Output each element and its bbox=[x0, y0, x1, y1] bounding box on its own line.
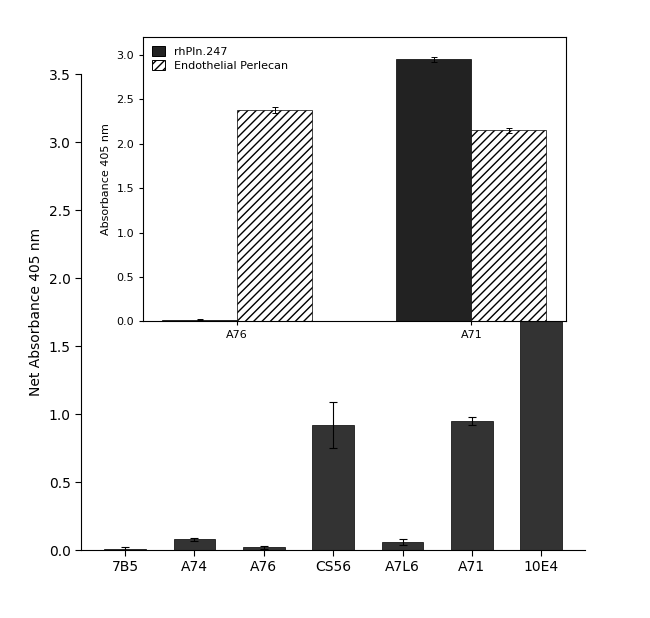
Bar bbox=[104, 549, 146, 550]
Bar bbox=[382, 542, 423, 550]
Bar bbox=[396, 59, 471, 321]
Legend: rhPln.247, Endothelial Perlecan: rhPln.247, Endothelial Perlecan bbox=[149, 43, 292, 74]
Bar bbox=[471, 130, 546, 321]
Bar bbox=[237, 110, 312, 321]
Bar bbox=[451, 421, 493, 550]
Bar bbox=[174, 539, 215, 550]
Bar bbox=[162, 320, 237, 321]
Bar bbox=[243, 548, 285, 550]
Bar bbox=[521, 190, 562, 550]
Y-axis label: Net Absorbance 405 nm: Net Absorbance 405 nm bbox=[29, 228, 44, 396]
Bar bbox=[312, 425, 354, 550]
Y-axis label: Absorbance 405 nm: Absorbance 405 nm bbox=[101, 123, 111, 235]
